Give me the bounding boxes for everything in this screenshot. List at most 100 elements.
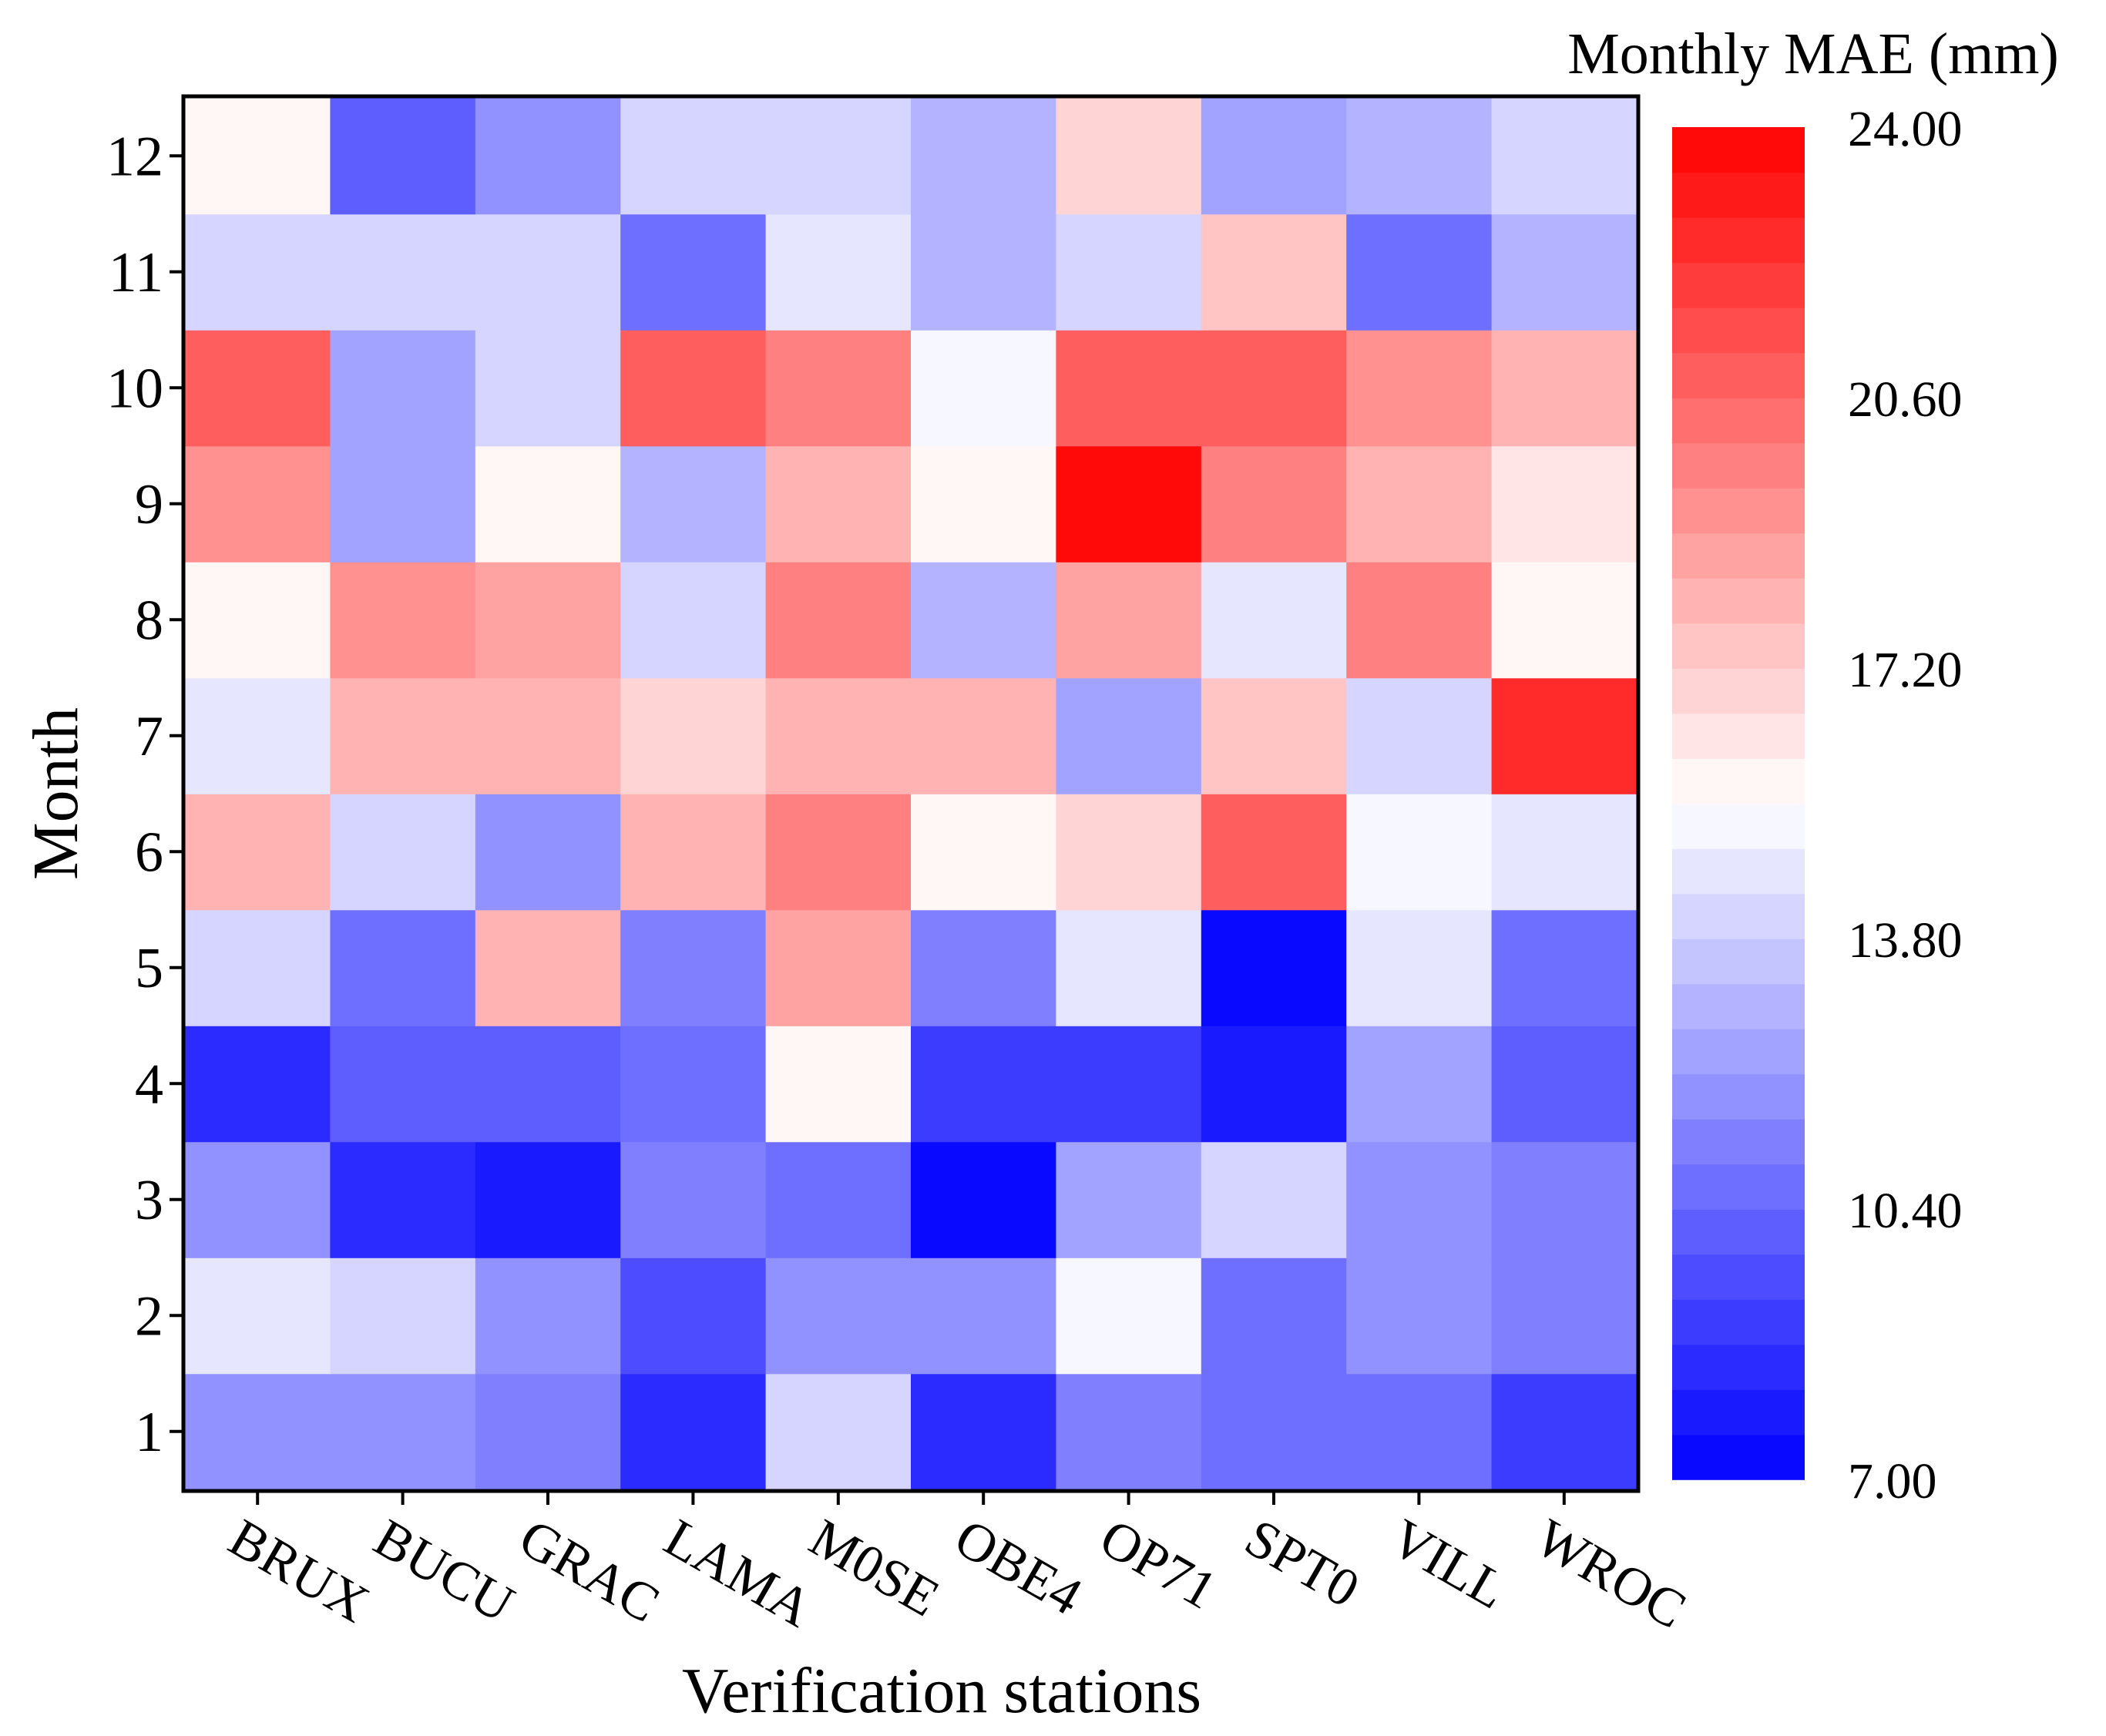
heatmap-cell-bucu-month-10 [330,330,476,447]
heatmap-cell-brux-month-1 [185,1373,331,1490]
heatmap-cell-spt0-month-9 [1201,445,1347,562]
colorbar-tick-label: 24.00 [1848,101,1963,157]
colorbar-tick-label: 13.80 [1848,912,1963,969]
colorbar-band [1672,803,1805,849]
x-tick-label: BRUX [219,1508,378,1634]
colorbar-band [1672,488,1805,534]
x-tick-label: M0SE [800,1508,949,1628]
colorbar-band [1672,1163,1805,1210]
y-tick-label: 4 [135,1053,163,1116]
heatmap-cell-lama-month-8 [620,562,767,679]
colorbar-band [1672,1254,1805,1300]
heatmap-cell-op71-month-8 [1056,562,1202,679]
colorbar-tick-label: 17.20 [1848,642,1963,698]
heatmap-cell-brux-month-12 [185,98,331,215]
heatmap-cell-spt0-month-12 [1201,98,1347,215]
x-tick-label: GRAC [509,1508,669,1634]
colorbar-band [1672,623,1805,669]
heatmap-cell-brux-month-3 [185,1141,331,1258]
colorbar-band [1672,939,1805,985]
heatmap-cell-lama-month-2 [620,1258,767,1375]
colorbar-band [1672,1344,1805,1390]
colorbar-band [1672,758,1805,804]
y-axis-title: Month [20,707,92,880]
heatmap-cell-m0se-month-7 [765,677,912,794]
y-tick-label: 1 [135,1401,163,1464]
colorbar-band [1672,893,1805,939]
heatmap-cell-obe4-month-11 [911,213,1057,331]
heatmap-cell-m0se-month-2 [765,1258,912,1375]
heatmap-cell-grac-month-11 [475,213,621,331]
heatmap-cell-obe4-month-2 [911,1258,1057,1375]
heatmap-cell-bucu-month-12 [330,98,476,215]
heatmap-cell-obe4-month-5 [911,909,1057,1026]
heatmap-cell-vill-month-5 [1346,909,1493,1026]
heatmap-cell-wroc-month-9 [1491,445,1637,562]
x-tick-label: VILL [1380,1508,1517,1620]
heatmap-cell-brux-month-2 [185,1258,331,1375]
heatmap-cell-spt0-month-11 [1201,213,1347,331]
colorbar-band [1672,532,1805,579]
x-tick-label: WROC [1526,1508,1695,1640]
heatmap-cell-grac-month-4 [475,1026,621,1143]
heatmap-cell-wroc-month-1 [1491,1373,1637,1490]
colorbar-band [1672,578,1805,624]
heatmap-cell-lama-month-9 [620,445,767,562]
y-tick-label: 7 [135,705,163,768]
heatmap-cell-spt0-month-4 [1201,1026,1347,1143]
heatmap-cell-op71-month-6 [1056,794,1202,911]
heatmap-cell-vill-month-1 [1346,1373,1493,1490]
heatmap-cell-vill-month-6 [1346,794,1493,911]
heatmap-cell-bucu-month-2 [330,1258,476,1375]
heatmap-cell-brux-month-10 [185,330,331,447]
heatmap-cell-op71-month-4 [1056,1026,1202,1143]
colorbar-band [1672,262,1805,308]
colorbar-band [1672,713,1805,759]
x-tick-label: OP71 [1090,1508,1227,1620]
heatmap-cell-op71-month-5 [1056,909,1202,1026]
y-tick-label: 6 [135,821,163,884]
colorbar-band [1672,668,1805,714]
heatmap-cell-wroc-month-7 [1491,677,1637,794]
heatmap-cell-obe4-month-3 [911,1141,1057,1258]
colorbar [1672,127,1805,1480]
colorbar-ticks: 24.00 20.60 17.20 13.80 10.40 7.00 [1848,101,1963,1509]
heatmap-cell-grac-month-1 [475,1373,621,1490]
heatmap-cell-grac-month-8 [475,562,621,679]
heatmap-cell-wroc-month-3 [1491,1141,1637,1258]
colorbar-tick-label: 10.40 [1848,1183,1963,1239]
heatmap-cell-wroc-month-8 [1491,562,1637,679]
plot-frame [181,94,1641,1493]
heatmap-cell-vill-month-8 [1346,562,1493,679]
heatmap-cell-vill-month-4 [1346,1026,1493,1143]
y-tick-label: 2 [135,1284,163,1348]
heatmap-cell-obe4-month-8 [911,562,1057,679]
heatmap-cell-op71-month-12 [1056,98,1202,215]
heatmap-cell-wroc-month-11 [1491,213,1637,331]
heatmap-cell-vill-month-7 [1346,677,1493,794]
x-tick-label: SPT0 [1235,1508,1369,1619]
colorbar-band [1672,1299,1805,1345]
heatmap-cell-op71-month-11 [1056,213,1202,331]
colorbar-band [1672,442,1805,489]
colorbar-band [1672,1434,1805,1480]
y-tick-label: 10 [106,357,163,420]
heatmap-cell-grac-month-5 [475,909,621,1026]
colorbar-band [1672,848,1805,895]
heatmap-cell-brux-month-6 [185,794,331,911]
colorbar-band [1672,127,1805,173]
heatmap-cell-bucu-month-1 [330,1373,476,1490]
heatmap-cell-brux-month-7 [185,677,331,794]
x-axis-title: Verification stations [682,1655,1201,1727]
heatmap-cell-wroc-month-2 [1491,1258,1637,1375]
heatmap-cell-op71-month-10 [1056,330,1202,447]
heatmap-cell-obe4-month-4 [911,1026,1057,1143]
heatmap-cell-m0se-month-11 [765,213,912,331]
heatmap-cell-vill-month-2 [1346,1258,1493,1375]
heatmap-cell-brux-month-8 [185,562,331,679]
heatmap-cell-grac-month-7 [475,677,621,794]
heatmap-cell-lama-month-5 [620,909,767,1026]
heatmap-cell-wroc-month-12 [1491,98,1637,215]
